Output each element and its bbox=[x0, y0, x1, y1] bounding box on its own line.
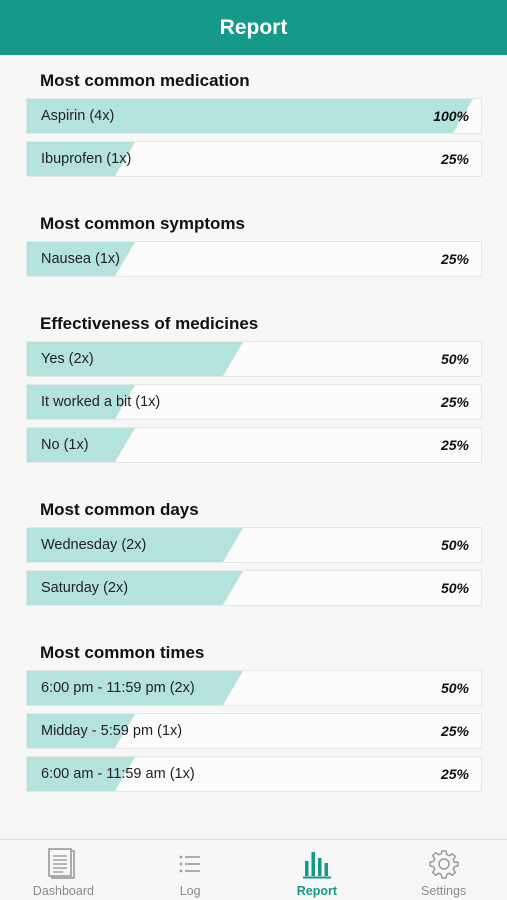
page-title: Report bbox=[219, 15, 288, 39]
report-row: Ibuprofen (1x) 25% bbox=[26, 141, 482, 177]
dashboard-icon bbox=[47, 848, 79, 880]
tab-log[interactable]: Log bbox=[127, 840, 254, 900]
tab-label: Dashboard bbox=[32, 884, 94, 898]
row-percent: 25% bbox=[440, 151, 469, 167]
section-title-symptoms: Most common symptoms bbox=[40, 214, 245, 233]
report-row: It worked a bit (1x) 25% bbox=[26, 384, 482, 420]
report-row: Saturday (2x) 50% bbox=[26, 570, 482, 606]
row-label: Saturday (2x) bbox=[41, 580, 129, 596]
bar-fill bbox=[27, 528, 243, 562]
app-header: Report bbox=[0, 0, 507, 55]
report-row: Midday - 5:59 pm (1x) 25% bbox=[26, 713, 482, 749]
bar-chart-icon bbox=[301, 848, 333, 880]
tab-label: Report bbox=[296, 884, 338, 898]
bottom-tab-bar: Dashboard Log Report bbox=[0, 839, 507, 900]
row-label: Midday - 5:59 pm (1x) bbox=[41, 723, 183, 739]
row-percent: 25% bbox=[440, 251, 469, 267]
tab-report[interactable]: Report bbox=[254, 840, 381, 900]
row-label: 6:00 pm - 11:59 pm (2x) bbox=[41, 680, 195, 696]
row-percent: 25% bbox=[440, 766, 469, 782]
row-label: 6:00 am - 11:59 am (1x) bbox=[41, 766, 195, 782]
section-title-medication: Most common medication bbox=[40, 71, 250, 90]
report-row: 6:00 am - 11:59 am (1x) 25% bbox=[26, 756, 482, 792]
bar-fill bbox=[27, 428, 135, 462]
tab-label: Settings bbox=[421, 884, 467, 898]
bar-fill bbox=[27, 571, 243, 605]
section-title-effectiveness: Effectiveness of medicines bbox=[40, 314, 259, 333]
row-percent: 100% bbox=[433, 108, 469, 124]
row-percent: 25% bbox=[440, 723, 469, 739]
row-percent: 25% bbox=[440, 394, 469, 410]
row-percent: 50% bbox=[440, 351, 469, 367]
report-row: Yes (2x) 50% bbox=[26, 341, 482, 377]
section-title-days: Most common days bbox=[40, 500, 199, 519]
row-percent: 25% bbox=[440, 437, 469, 453]
bar-fill bbox=[27, 242, 135, 276]
tab-dashboard[interactable]: Dashboard bbox=[0, 840, 127, 900]
row-percent: 50% bbox=[440, 537, 469, 553]
row-label: Aspirin (4x) bbox=[41, 108, 115, 124]
section-title-times: Most common times bbox=[40, 643, 205, 662]
bar-fill bbox=[27, 385, 135, 419]
bar-fill bbox=[27, 342, 243, 376]
report-row: Aspirin (4x) 100% bbox=[26, 98, 482, 134]
row-label: Wednesday (2x) bbox=[41, 537, 147, 553]
report-content[interactable]: Most common medication Aspirin (4x) 100%… bbox=[0, 55, 507, 839]
report-row: 6:00 pm - 11:59 pm (2x) 50% bbox=[26, 670, 482, 706]
row-label: No (1x) bbox=[41, 437, 89, 453]
row-percent: 50% bbox=[440, 680, 469, 696]
report-row: Wednesday (2x) 50% bbox=[26, 527, 482, 563]
report-row: No (1x) 25% bbox=[26, 427, 482, 463]
row-percent: 50% bbox=[440, 580, 469, 596]
list-icon bbox=[174, 848, 206, 880]
report-row: Nausea (1x) 25% bbox=[26, 241, 482, 277]
bar-fill bbox=[27, 99, 473, 133]
bar-fill bbox=[27, 671, 243, 705]
tab-settings[interactable]: Settings bbox=[380, 840, 507, 900]
gear-icon bbox=[428, 848, 460, 880]
row-label: Yes (2x) bbox=[41, 351, 94, 367]
row-label: It worked a bit (1x) bbox=[41, 394, 161, 410]
bar-fill bbox=[27, 714, 135, 748]
row-label: Nausea (1x) bbox=[41, 251, 120, 267]
row-label: Ibuprofen (1x) bbox=[41, 151, 132, 167]
bar-fill bbox=[27, 757, 135, 791]
bar-fill bbox=[27, 142, 135, 176]
tab-label: Log bbox=[179, 884, 201, 898]
